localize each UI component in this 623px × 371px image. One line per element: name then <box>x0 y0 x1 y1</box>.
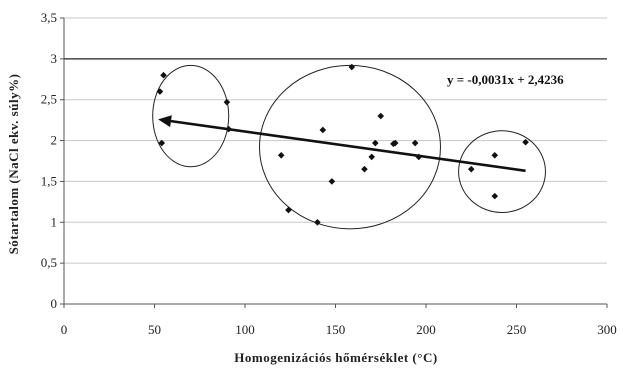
data-point <box>156 88 164 95</box>
data-point <box>491 192 499 200</box>
y-tick-label: 0 <box>51 296 58 311</box>
x-tick-label: 250 <box>507 322 527 337</box>
y-tick-label: 2,5 <box>41 92 57 107</box>
x-axis-label: Homogenizációs hőmérséklet (°C) <box>234 350 437 365</box>
y-axis-label: Sótartalom (NaCl ekv. súly%) <box>6 74 21 255</box>
data-point <box>411 139 419 147</box>
data-point <box>328 178 336 185</box>
data-point <box>348 63 356 71</box>
trendline <box>158 115 526 173</box>
data-point <box>277 151 285 159</box>
trendline-line <box>170 119 526 173</box>
x-tick-labels: 0 50 100 150 200 250 300 <box>61 322 617 337</box>
data-point <box>372 139 379 147</box>
data-point <box>361 165 368 173</box>
y-tick-label: 2 <box>51 133 58 148</box>
data-point <box>160 71 167 79</box>
data-point <box>319 126 327 134</box>
trendline-arrowhead <box>158 115 172 128</box>
x-tick-label: 200 <box>416 322 436 337</box>
x-tick-label: 0 <box>61 322 68 337</box>
y-tick-label: 3 <box>51 51 58 66</box>
x-tick-label: 50 <box>148 322 161 337</box>
data-point <box>285 206 292 214</box>
cluster-ellipse <box>458 130 546 213</box>
x-tick-label: 300 <box>597 322 617 337</box>
data-point <box>391 139 399 147</box>
axes <box>60 17 608 308</box>
y-tick-label: 1 <box>51 214 58 229</box>
trendline-equation: y = -0,0031x + 2,4236 <box>447 72 564 87</box>
data-point <box>522 138 529 146</box>
y-tick-labels: 0 0,5 1 1,5 2 2,5 3 3,5 <box>41 10 57 311</box>
data-point <box>368 153 375 161</box>
data-point <box>223 98 231 106</box>
data-point <box>377 112 385 120</box>
x-tick-label: 150 <box>326 322 346 337</box>
x-tick-label: 100 <box>235 322 255 337</box>
data-point <box>491 151 499 159</box>
y-tick-label: 0,5 <box>41 255 57 270</box>
cluster-ellipse <box>258 64 441 230</box>
cluster-ellipse <box>152 64 230 168</box>
data-point <box>467 165 475 173</box>
data-point <box>314 218 321 226</box>
cluster-ellipses <box>152 64 546 230</box>
y-tick-label: 3,5 <box>41 10 57 25</box>
data-point <box>158 139 166 147</box>
y-tick-label: 1,5 <box>41 173 57 188</box>
